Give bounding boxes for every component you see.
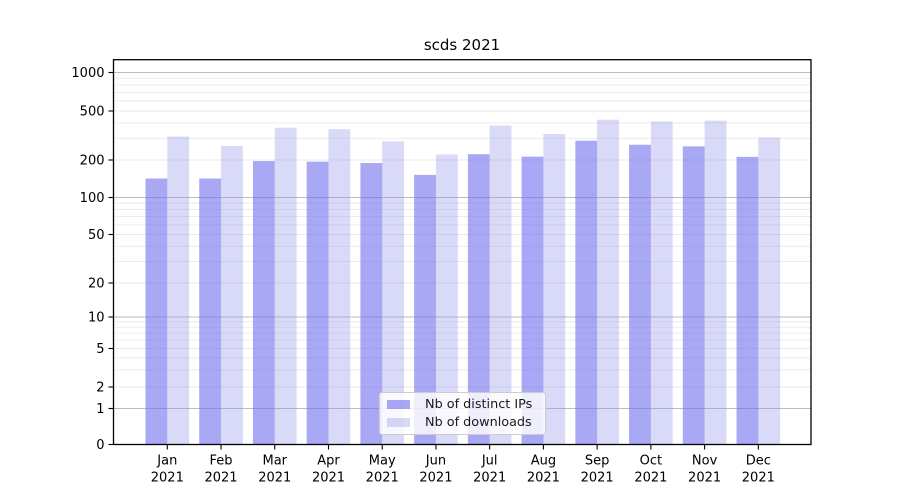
x-tick-label-month: Jul bbox=[481, 454, 498, 469]
bar-downloads-apr bbox=[328, 129, 351, 445]
x-tick-label-month: Jun bbox=[425, 454, 446, 469]
x-tick-label-year: 2021 bbox=[742, 471, 775, 486]
x-tick-label-year: 2021 bbox=[204, 471, 237, 486]
x-tick-label-month: May bbox=[369, 454, 396, 469]
bar-distinct-ips-nov bbox=[682, 146, 705, 445]
x-tick-label-year: 2021 bbox=[527, 471, 560, 486]
bar-distinct-ips-feb bbox=[199, 178, 222, 445]
legend-row-downloads: Nb of downloads bbox=[387, 415, 545, 430]
axes-spines bbox=[112, 59, 812, 446]
bar-downloads-oct bbox=[650, 121, 673, 445]
y-tick-label: 5 bbox=[96, 342, 104, 357]
x-tick-label-year: 2021 bbox=[473, 471, 506, 486]
x-tick-label-year: 2021 bbox=[419, 471, 452, 486]
x-tick-label-year: 2021 bbox=[258, 471, 291, 486]
bar-distinct-ips-oct bbox=[629, 144, 651, 445]
bar-distinct-ips-jul bbox=[467, 154, 490, 445]
x-tick-label-month: Oct bbox=[640, 454, 662, 469]
legend-swatch-distinct-ips-icon bbox=[387, 400, 410, 409]
bar-downloads-jul bbox=[489, 125, 512, 445]
legend-swatch-downloads-icon bbox=[387, 418, 410, 427]
bar-downloads-dec bbox=[758, 137, 781, 445]
x-tick-label-month: Sep bbox=[585, 454, 610, 469]
x-tick-label-year: 2021 bbox=[634, 471, 667, 486]
y-tick-label: 1 bbox=[96, 402, 104, 417]
y-tick-label: 2 bbox=[96, 381, 104, 396]
y-tick-label: 10 bbox=[88, 311, 105, 326]
legend-label-downloads: Nb of downloads bbox=[425, 415, 532, 430]
x-tick-label-year: 2021 bbox=[312, 471, 345, 486]
bar-downloads-mar bbox=[274, 127, 297, 445]
bar-distinct-ips-apr bbox=[306, 161, 329, 445]
bar-distinct-ips-jan bbox=[145, 178, 168, 445]
x-tick-label-month: Apr bbox=[317, 454, 340, 469]
bar-distinct-ips-mar bbox=[252, 161, 275, 445]
x-tick-label-month: Nov bbox=[692, 454, 718, 469]
x-tick-label-year: 2021 bbox=[688, 471, 721, 486]
bar-distinct-ips-jun bbox=[414, 174, 436, 445]
y-tick-label: 200 bbox=[80, 154, 105, 169]
x-tick-label-month: Dec bbox=[746, 454, 771, 469]
bar-downloads-may bbox=[382, 141, 405, 445]
y-tick-label: 500 bbox=[80, 105, 105, 120]
x-tick-label-year: 2021 bbox=[151, 471, 184, 486]
bar-downloads-aug bbox=[543, 134, 566, 445]
y-tick-label: 1000 bbox=[71, 66, 104, 81]
bar-downloads-jan bbox=[167, 136, 190, 445]
bar-downloads-feb bbox=[221, 145, 243, 445]
legend-label-distinct-ips: Nb of distinct IPs bbox=[425, 397, 533, 412]
bar-downloads-nov bbox=[704, 120, 727, 445]
y-tick-label: 0 bbox=[96, 438, 104, 453]
bar-distinct-ips-sep bbox=[575, 140, 598, 445]
bar-downloads-jun bbox=[435, 154, 458, 445]
bar-distinct-ips-may bbox=[360, 163, 383, 445]
legend: Nb of distinct IPs Nb of downloads bbox=[379, 392, 546, 435]
x-tick-label-month: Aug bbox=[531, 454, 556, 469]
bar-distinct-ips-aug bbox=[521, 156, 544, 445]
chart-title: scds 2021 bbox=[423, 36, 501, 54]
x-tick-label-month: Jan bbox=[156, 454, 177, 469]
bar-distinct-ips-dec bbox=[736, 156, 759, 445]
legend-row-distinct-ips: Nb of distinct IPs bbox=[387, 397, 545, 412]
y-tick-label: 100 bbox=[80, 191, 105, 206]
x-tick-label-year: 2021 bbox=[581, 471, 614, 486]
y-tick-label: 20 bbox=[88, 277, 105, 292]
x-tick-label-year: 2021 bbox=[366, 471, 399, 486]
x-tick-label-month: Feb bbox=[210, 454, 233, 469]
bar-downloads-sep bbox=[597, 119, 619, 445]
x-tick-label-month: Mar bbox=[262, 454, 287, 469]
y-tick-label: 50 bbox=[88, 228, 105, 243]
